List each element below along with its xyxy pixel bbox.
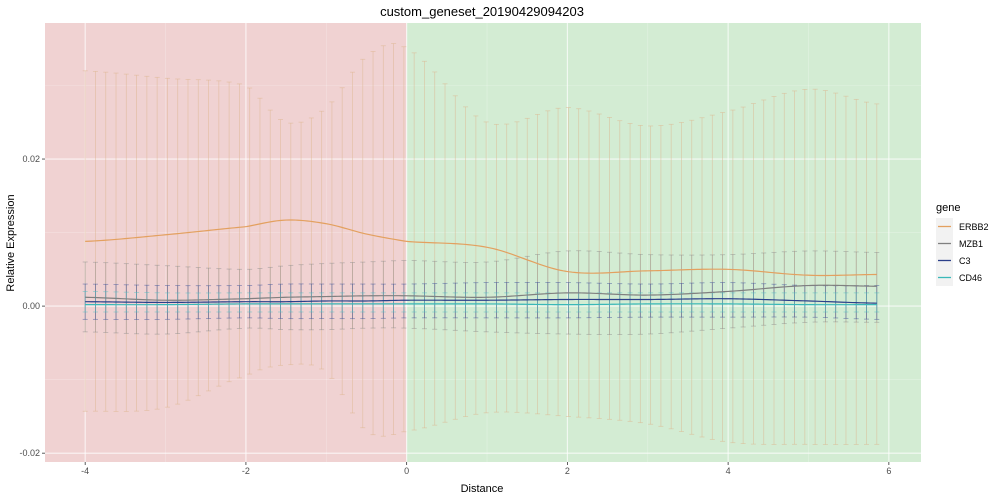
- x-tick-label: 6: [886, 466, 891, 476]
- background-regions: [45, 23, 921, 462]
- y-tick-label: 0.02: [22, 154, 40, 164]
- legend-title: gene: [936, 202, 960, 214]
- series-line-erbb2: [85, 219, 877, 277]
- series-lines: [85, 219, 877, 306]
- legend-item-c3: C3: [936, 252, 971, 269]
- y-tick-label: 0.00: [22, 301, 40, 311]
- series-line-mzb1: [85, 284, 877, 301]
- background-region-2: [406, 23, 921, 462]
- x-tick-label: -2: [242, 466, 250, 476]
- y-axis-ticks: -0.02 0.00 0.02: [19, 154, 45, 458]
- x-tick-label: 4: [726, 466, 731, 476]
- legend-label: ERBB2: [959, 222, 989, 232]
- legend: gene ERBB2 MZB1 C3 CD46: [936, 202, 989, 286]
- legend-label: C3: [959, 256, 971, 266]
- x-tick-label: -4: [81, 466, 89, 476]
- series-line-c3: [85, 298, 877, 304]
- chart-title: custom_geneset_20190429094203: [380, 4, 584, 19]
- background-region-1: [45, 23, 407, 462]
- legend-item-erbb2: ERBB2: [936, 218, 989, 235]
- x-axis-title: Distance: [461, 483, 504, 495]
- x-axis-ticks: -4 -2 0 2 4 6: [81, 462, 891, 476]
- error-bars: [82, 43, 880, 445]
- legend-label: MZB1: [959, 239, 983, 249]
- series-line-cd46: [85, 303, 877, 306]
- legend-item-cd46: CD46: [936, 269, 982, 286]
- y-tick-label: -0.02: [19, 448, 40, 458]
- y-axis-title: Relative Expression: [5, 194, 17, 291]
- x-tick-label: 0: [404, 466, 409, 476]
- legend-label: CD46: [959, 273, 982, 283]
- legend-item-mzb1: MZB1: [936, 235, 983, 252]
- x-tick-label: 2: [565, 466, 570, 476]
